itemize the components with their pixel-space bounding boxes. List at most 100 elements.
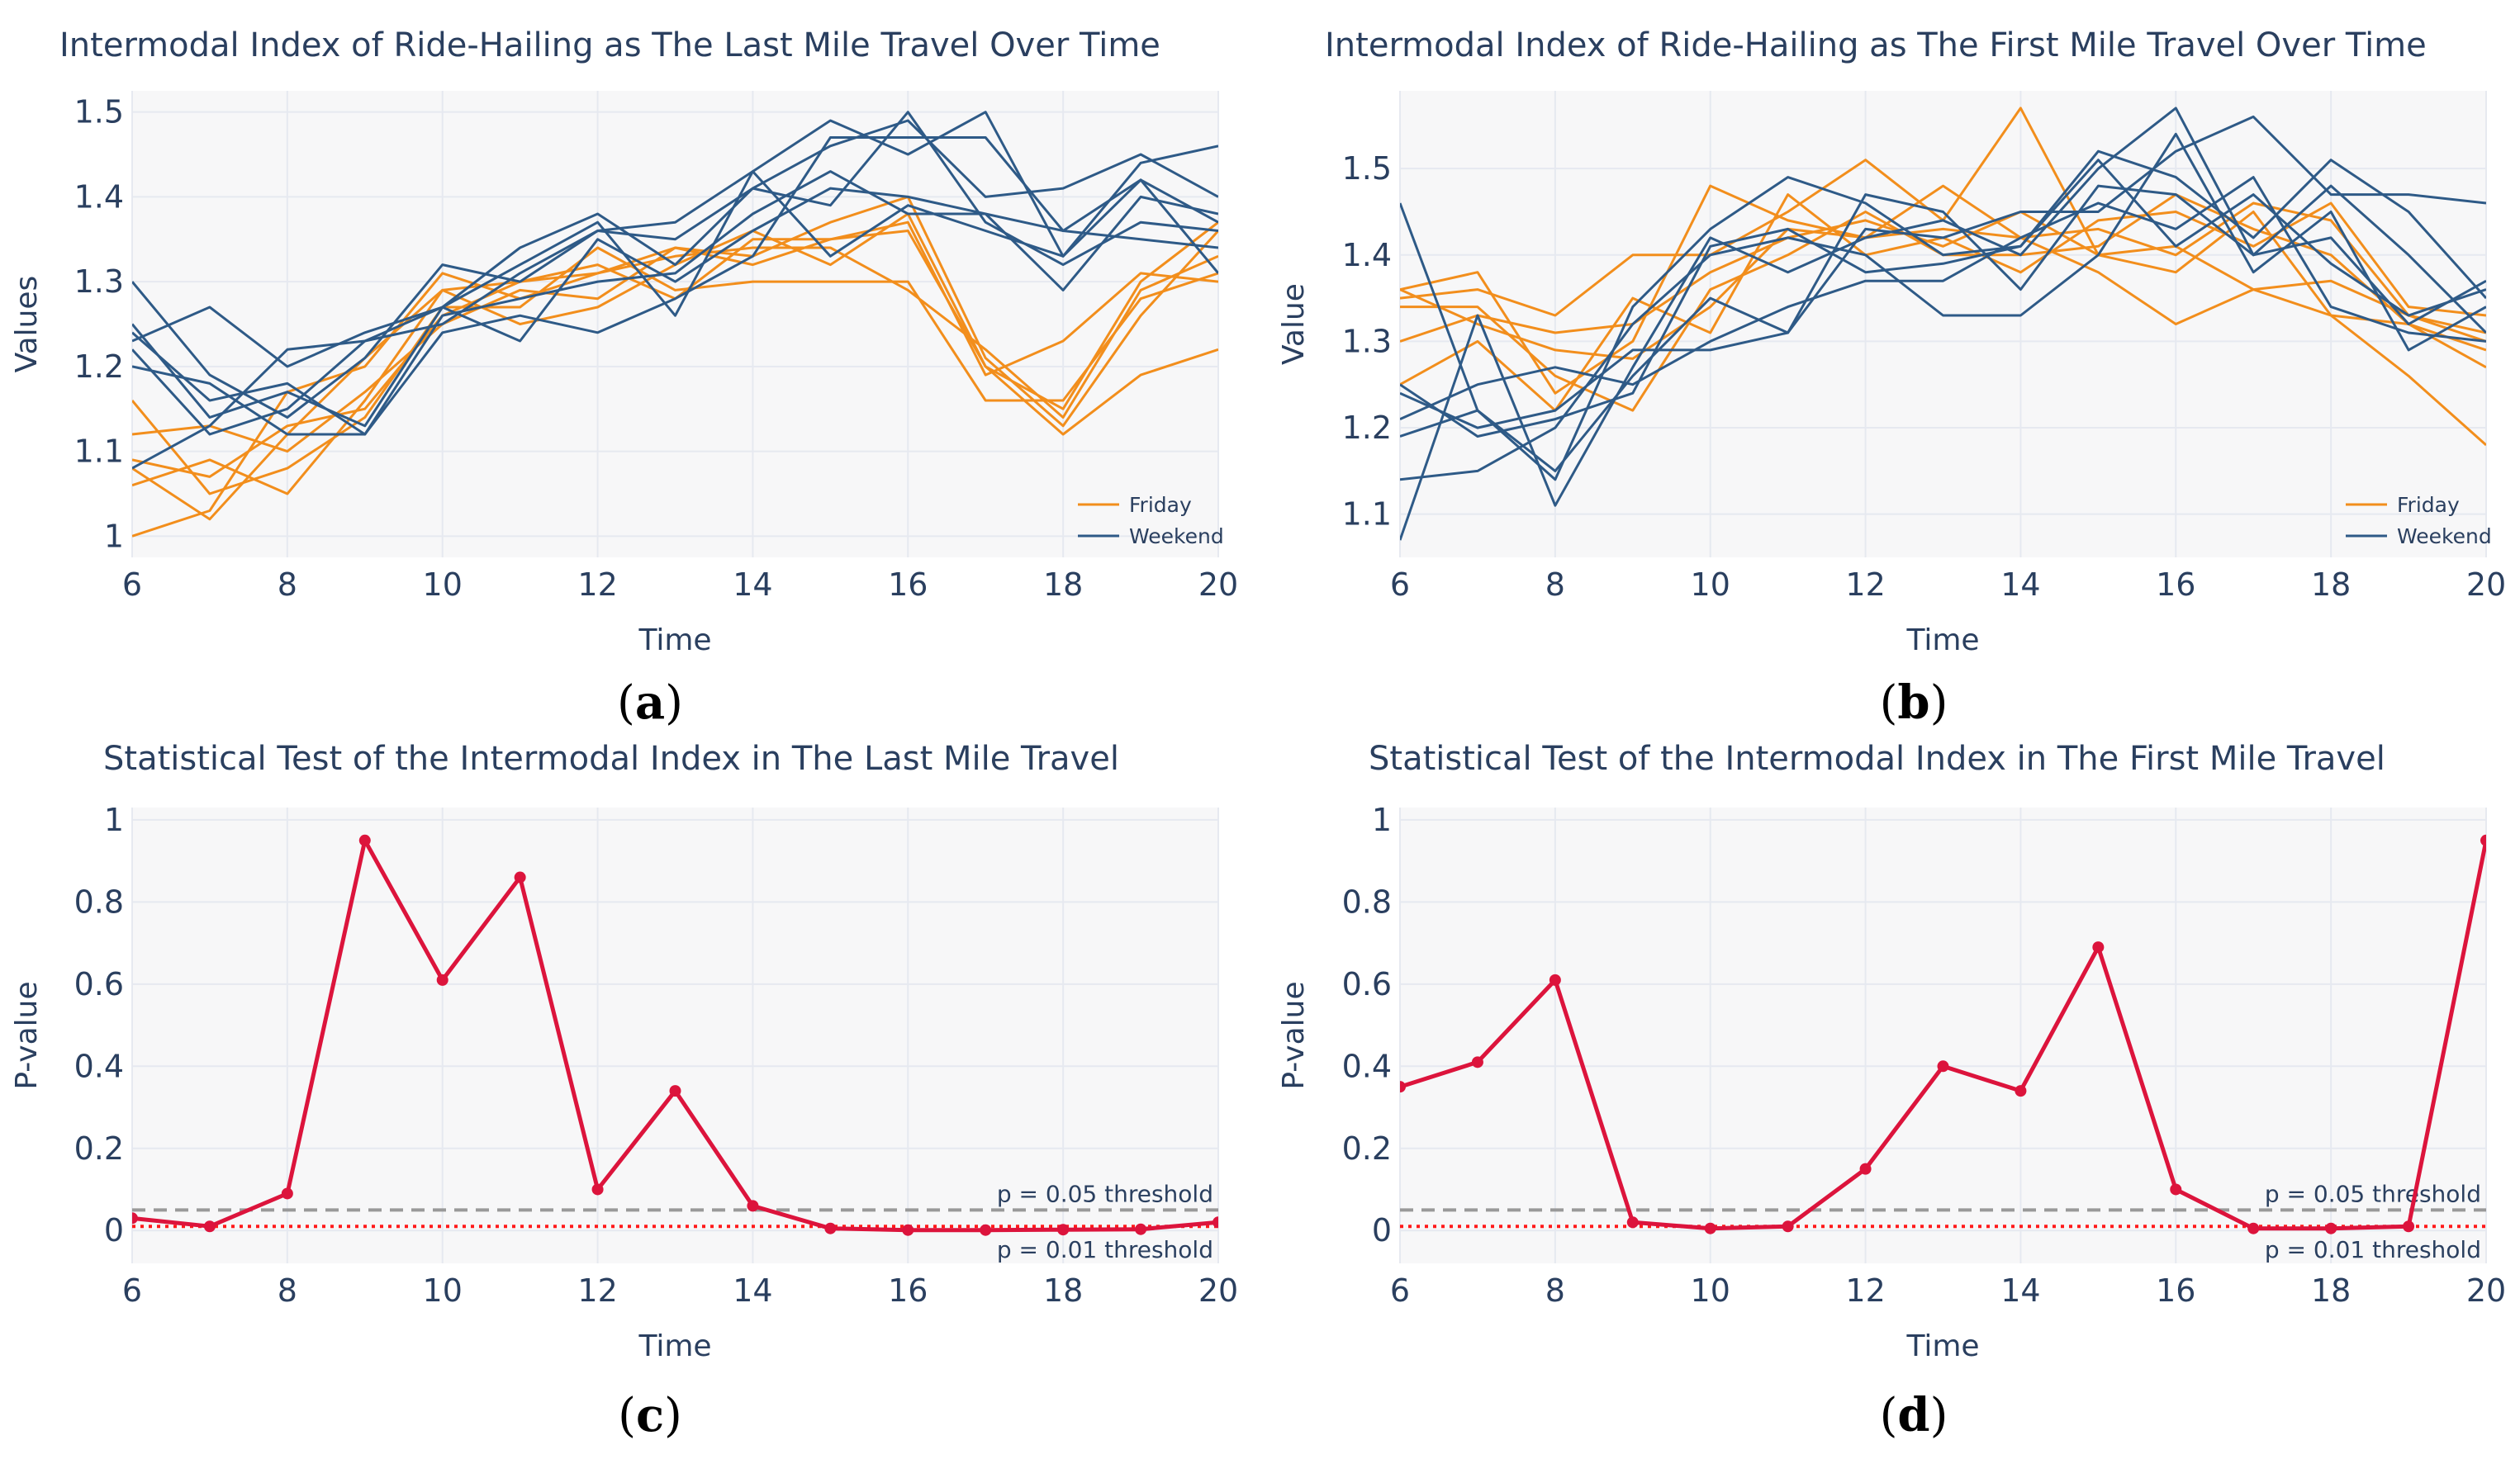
caption-close: ) xyxy=(1930,1389,1948,1443)
plot-area xyxy=(132,91,1218,557)
series-line-weekend xyxy=(1400,107,2486,541)
series-line-weekend xyxy=(132,187,1218,428)
series-line-weekend xyxy=(1400,176,2486,420)
data-point xyxy=(1937,1060,1949,1073)
y-tick-label: 0.6 xyxy=(74,966,124,1002)
caption-letter: c xyxy=(636,1388,664,1443)
x-tick-label: 20 xyxy=(2466,1272,2506,1309)
caption-letter: b xyxy=(1897,675,1929,730)
x-tick-label: 6 xyxy=(1390,566,1410,603)
y-tick-label: 1.4 xyxy=(74,178,124,215)
caption-close: ) xyxy=(1930,676,1948,730)
y-tick-label: 1.1 xyxy=(74,434,124,470)
y-tick-label: 1.2 xyxy=(1342,410,1392,446)
data-point xyxy=(2403,1220,2415,1233)
legend-label: Friday xyxy=(1129,493,1192,517)
x-tick-label: 14 xyxy=(2000,566,2040,603)
series-line-friday xyxy=(132,246,1218,478)
x-tick-label: 20 xyxy=(1198,566,1238,603)
x-tick-label: 18 xyxy=(1043,1272,1083,1309)
x-axis-label: Time xyxy=(1905,1329,1979,1363)
chart-title: Statistical Test of the Intermodal Index… xyxy=(103,740,1119,778)
series-line-weekend xyxy=(1400,115,2486,429)
chart-title: Intermodal Index of Ride-Hailing as The … xyxy=(1325,26,2427,64)
series-line-friday xyxy=(132,246,1218,495)
data-point xyxy=(281,1187,293,1200)
series-group xyxy=(132,111,1218,538)
panel-caption: (a) xyxy=(617,675,683,730)
y-tick-label: 0.4 xyxy=(1342,1048,1392,1084)
y-tick-label: 0 xyxy=(104,1212,124,1248)
panel-d: Statistical Test of the Intermodal Index… xyxy=(1277,740,2506,1443)
threshold-label: p = 0.01 threshold xyxy=(2265,1236,2481,1263)
threshold-label: p = 0.05 threshold xyxy=(2265,1180,2481,1207)
caption-open: ( xyxy=(618,1389,636,1443)
x-tick-label: 10 xyxy=(1691,566,1730,603)
y-axis-label: Value xyxy=(1277,283,1311,365)
data-point xyxy=(1859,1163,1872,1175)
x-tick-label: 10 xyxy=(423,1272,463,1309)
data-point xyxy=(1549,974,1561,986)
series-line-weekend xyxy=(1400,184,2486,472)
x-tick-label: 16 xyxy=(2156,1272,2195,1309)
y-tick-label: 0.2 xyxy=(1342,1130,1392,1167)
data-point xyxy=(1782,1220,1794,1233)
series-line-weekend xyxy=(1400,159,2486,438)
panel-caption: (d) xyxy=(1880,1388,1948,1443)
panel-a: Intermodal Index of Ride-Hailing as The … xyxy=(10,26,1238,730)
x-tick-label: 16 xyxy=(888,1272,928,1309)
plot-area xyxy=(132,808,1218,1263)
chart-title: Statistical Test of the Intermodal Index… xyxy=(1369,740,2385,778)
data-point xyxy=(1135,1223,1147,1235)
series-group xyxy=(132,834,1218,1236)
series-line-weekend xyxy=(132,170,1218,436)
series-group xyxy=(1400,834,2486,1234)
y-tick-label: 0.8 xyxy=(1342,884,1392,920)
data-point xyxy=(1704,1222,1716,1234)
x-tick-label: 8 xyxy=(278,1272,297,1309)
series-line-weekend xyxy=(132,136,1218,436)
x-tick-label: 16 xyxy=(888,566,928,603)
data-point xyxy=(132,1212,138,1225)
data-point xyxy=(2247,1222,2260,1234)
y-tick-label: 1 xyxy=(104,518,124,554)
series-line-weekend xyxy=(132,111,1218,419)
data-point xyxy=(1213,1216,1218,1229)
data-point xyxy=(2170,1183,2182,1196)
x-tick-label: 20 xyxy=(1198,1272,1238,1309)
threshold-label: p = 0.01 threshold xyxy=(997,1236,1213,1263)
data-point xyxy=(2480,834,2486,846)
x-tick-label: 10 xyxy=(1691,1272,1730,1309)
series-line-weekend xyxy=(132,119,1218,368)
series-line-weekend xyxy=(132,111,1218,470)
plot-area xyxy=(1400,808,2486,1263)
x-tick-label: 14 xyxy=(733,566,772,603)
x-tick-label: 8 xyxy=(1545,566,1565,603)
plot-area xyxy=(1400,91,2486,557)
y-tick-label: 0.4 xyxy=(74,1048,124,1084)
data-point xyxy=(2325,1222,2337,1234)
x-tick-label: 18 xyxy=(1043,566,1083,603)
y-tick-label: 0 xyxy=(1372,1212,1392,1248)
x-tick-label: 16 xyxy=(2156,566,2195,603)
caption-letter: a xyxy=(635,675,665,730)
y-tick-label: 1 xyxy=(1372,802,1392,838)
panel-caption: (c) xyxy=(618,1388,682,1443)
legend-label: Weekend xyxy=(2397,524,2492,548)
x-tick-label: 14 xyxy=(2000,1272,2040,1309)
x-tick-label: 10 xyxy=(423,566,463,603)
series-line-friday xyxy=(1400,184,2486,447)
threshold-label: p = 0.05 threshold xyxy=(997,1180,1213,1207)
data-point xyxy=(514,871,526,884)
series-line-friday xyxy=(1400,211,2486,369)
y-axis-label: Values xyxy=(10,276,44,373)
x-tick-label: 8 xyxy=(278,566,297,603)
data-point xyxy=(591,1183,604,1196)
caption-close: ) xyxy=(664,1389,682,1443)
x-tick-label: 8 xyxy=(1545,1272,1565,1309)
y-tick-label: 1.3 xyxy=(1342,323,1392,359)
data-point xyxy=(1626,1216,1639,1229)
x-axis-label: Time xyxy=(1905,623,1979,657)
x-tick-label: 6 xyxy=(122,566,142,603)
